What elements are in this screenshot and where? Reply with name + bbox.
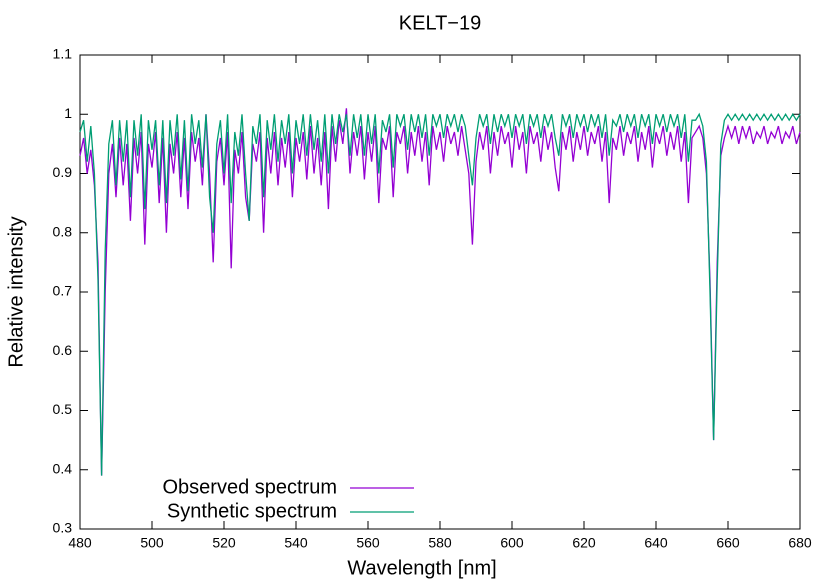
y-tick-label: 0.3 <box>53 520 73 536</box>
series-line <box>79 108 801 476</box>
y-tick-label: 0.4 <box>53 460 73 476</box>
y-tick-label: 0.8 <box>53 223 73 239</box>
y-tick-label: 0.9 <box>53 164 73 180</box>
series-line <box>79 112 801 476</box>
x-tick-label: 620 <box>572 535 596 551</box>
y-tick-label: 0.5 <box>53 401 73 417</box>
x-tick-label: 580 <box>428 535 452 551</box>
y-axis-label: Relative intensity <box>5 216 27 367</box>
x-tick-label: 500 <box>140 535 164 551</box>
x-tick-label: 660 <box>716 535 740 551</box>
y-tick-label: 1.1 <box>53 46 73 62</box>
x-tick-label: 520 <box>212 535 236 551</box>
x-tick-label: 480 <box>68 535 92 551</box>
x-tick-label: 680 <box>788 535 812 551</box>
y-tick-label: 1 <box>64 105 72 121</box>
legend-label: Synthetic spectrum <box>167 500 337 522</box>
y-tick-label: 0.7 <box>53 283 73 299</box>
x-axis-label: Wavelength [nm] <box>347 557 496 579</box>
x-tick-label: 560 <box>356 535 380 551</box>
chart-title: KELT−19 <box>399 12 481 34</box>
x-tick-label: 600 <box>500 535 524 551</box>
x-tick-label: 540 <box>284 535 308 551</box>
legend-label: Observed spectrum <box>162 476 337 498</box>
x-tick-label: 640 <box>644 535 668 551</box>
y-tick-label: 0.6 <box>53 342 73 358</box>
